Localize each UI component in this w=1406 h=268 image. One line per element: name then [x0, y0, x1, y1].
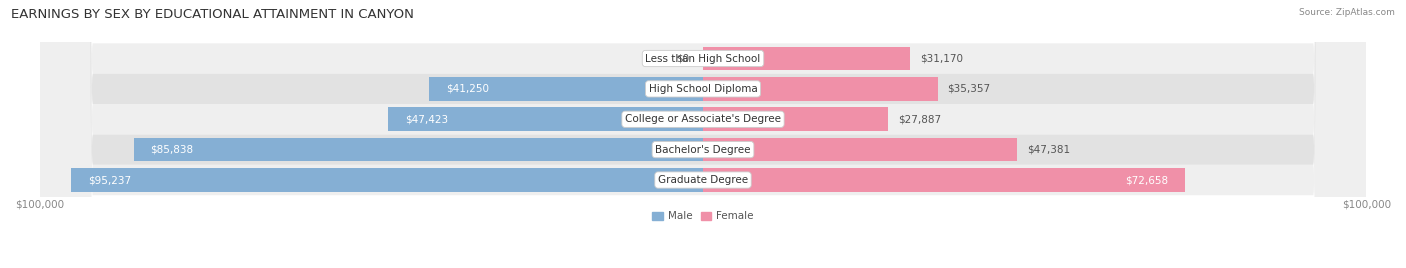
Text: College or Associate's Degree: College or Associate's Degree	[626, 114, 780, 124]
Text: Bachelor's Degree: Bachelor's Degree	[655, 145, 751, 155]
Text: $41,250: $41,250	[446, 84, 489, 94]
Bar	[388, 107, 703, 131]
Text: Less than High School: Less than High School	[645, 54, 761, 64]
Text: Source: ZipAtlas.com: Source: ZipAtlas.com	[1299, 8, 1395, 17]
Text: $95,237: $95,237	[87, 175, 131, 185]
Text: Graduate Degree: Graduate Degree	[658, 175, 748, 185]
Text: $35,357: $35,357	[948, 84, 991, 94]
FancyBboxPatch shape	[39, 0, 1367, 268]
FancyBboxPatch shape	[39, 0, 1367, 268]
Bar	[703, 107, 889, 131]
FancyBboxPatch shape	[39, 0, 1367, 268]
Bar	[429, 77, 703, 101]
Legend: Male, Female: Male, Female	[648, 207, 758, 226]
Bar	[703, 47, 910, 70]
Bar	[703, 168, 1185, 192]
Text: $31,170: $31,170	[920, 54, 963, 64]
Text: $0: $0	[676, 54, 690, 64]
Text: $47,381: $47,381	[1028, 145, 1070, 155]
Bar	[703, 138, 1018, 162]
Bar	[703, 77, 938, 101]
Text: EARNINGS BY SEX BY EDUCATIONAL ATTAINMENT IN CANYON: EARNINGS BY SEX BY EDUCATIONAL ATTAINMEN…	[11, 8, 415, 21]
Bar	[134, 138, 703, 162]
Bar	[72, 168, 703, 192]
FancyBboxPatch shape	[39, 0, 1367, 268]
FancyBboxPatch shape	[39, 0, 1367, 268]
Text: $47,423: $47,423	[405, 114, 449, 124]
Text: High School Diploma: High School Diploma	[648, 84, 758, 94]
Text: $27,887: $27,887	[898, 114, 941, 124]
Text: $72,658: $72,658	[1125, 175, 1168, 185]
Text: $85,838: $85,838	[150, 145, 193, 155]
